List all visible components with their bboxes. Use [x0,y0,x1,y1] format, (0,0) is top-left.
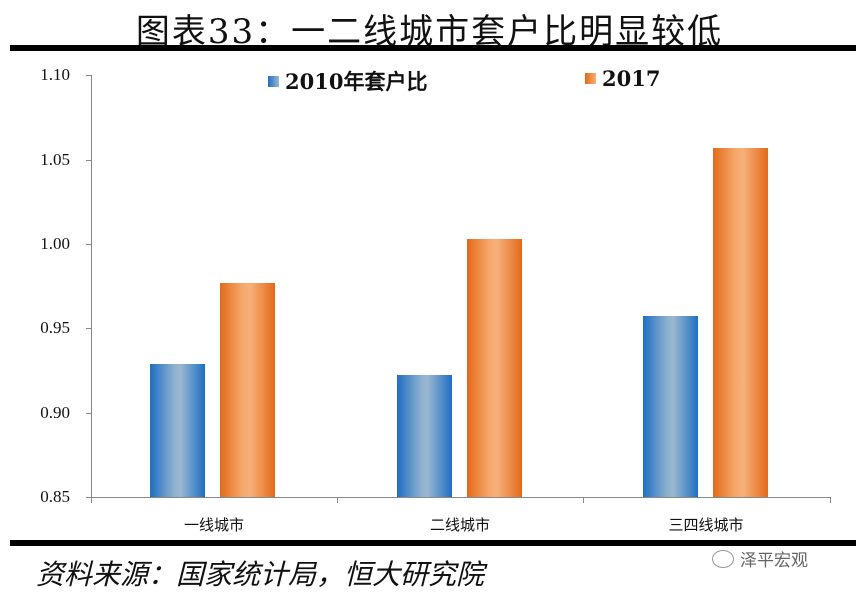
y-tick-label: 0.95 [40,318,70,337]
x-category-label: 三四线城市 [668,516,744,534]
y-tick [86,75,91,76]
x-axis [91,497,831,498]
y-tick [86,328,91,329]
bottom-rule [10,540,856,546]
bar-2017 [467,238,522,497]
x-tick [91,497,92,503]
top-rule [10,45,856,51]
bar-2010 [150,363,205,497]
y-tick-label: 1.10 [40,65,70,84]
wechat-icon [712,549,734,568]
y-axis [91,75,92,499]
legend-label: 2017 [602,66,661,91]
x-tick [337,497,338,503]
y-tick [86,497,91,498]
bar-2017 [220,282,275,497]
y-tick [86,413,91,414]
legend-item-2010: 2010年套户比 [268,66,427,96]
x-tick [583,497,584,503]
source-note: 资料来源：国家统计局，恒大研究院 [36,558,485,591]
y-tick-label: 1.00 [40,234,70,253]
y-tick [86,160,91,161]
bar-2010 [643,316,698,497]
y-tick-label: 0.90 [40,403,70,422]
x-tick [830,497,831,503]
watermark-text: 泽平宏观 [740,551,808,571]
legend-swatch-orange [585,73,596,84]
watermark: 泽平宏观 [712,546,808,571]
legend-label: 2010年套户比 [285,69,428,94]
y-tick-label: 1.05 [40,150,70,169]
y-tick-label: 0.85 [40,487,70,506]
x-category-label: 一线城市 [183,516,244,534]
bar-2010 [397,375,452,497]
legend-item-2017: 2017 [585,66,660,91]
y-tick [86,244,91,245]
bar-2017 [713,147,768,497]
legend-swatch-blue [268,75,279,87]
x-category-label: 二线城市 [429,516,490,534]
